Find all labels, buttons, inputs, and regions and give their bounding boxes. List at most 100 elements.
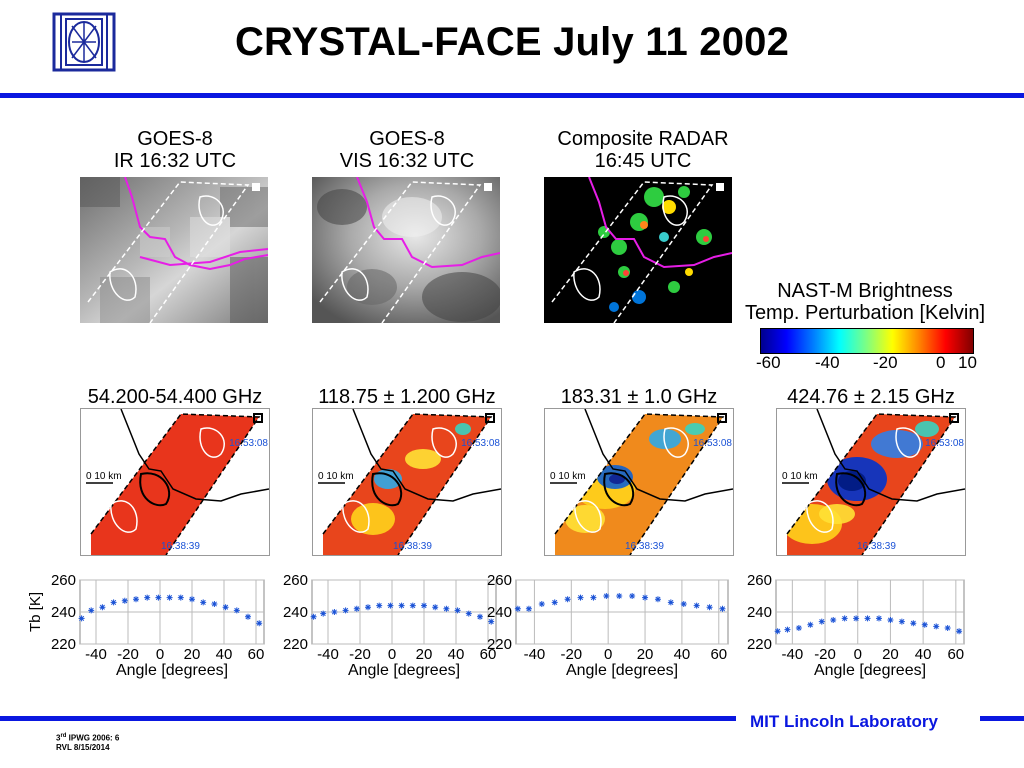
data-point bbox=[245, 613, 251, 620]
colorbar bbox=[760, 328, 974, 354]
data-point bbox=[693, 602, 700, 609]
y-tick-label: 220 bbox=[51, 636, 76, 653]
data-point bbox=[454, 607, 461, 614]
data-point bbox=[331, 609, 338, 615]
time-start-label: 16:38:39 bbox=[393, 541, 432, 552]
x-tick-label: 60 bbox=[947, 646, 964, 663]
data-point bbox=[830, 617, 837, 623]
data-point bbox=[443, 605, 450, 612]
x-tick-label: 0 bbox=[854, 646, 862, 663]
x-axis-label: Angle [degrees] bbox=[814, 662, 926, 679]
data-point bbox=[667, 599, 674, 606]
data-point bbox=[853, 615, 860, 622]
footer-divider bbox=[0, 716, 736, 721]
radar-title: Composite RADAR 16:45 UTC bbox=[557, 128, 729, 172]
time-start-label: 16:38:39 bbox=[857, 541, 896, 552]
x-tick-label: 0 bbox=[604, 646, 612, 663]
data-point bbox=[538, 601, 545, 607]
data-point bbox=[189, 596, 195, 603]
data-point bbox=[99, 604, 106, 611]
page-title: CRYSTAL-FACE July 11 2002 bbox=[234, 20, 790, 64]
x-tick-label: 60 bbox=[710, 646, 727, 663]
colorbar-ticks: -60 -40 -20 0 10 bbox=[756, 353, 977, 372]
data-point bbox=[477, 613, 483, 620]
data-point bbox=[603, 593, 610, 599]
x-axis-label: Angle [degrees] bbox=[348, 662, 460, 679]
channel-label-2: 118.75 ± 1.200 GHz bbox=[318, 386, 496, 408]
lincoln-lab-logo bbox=[52, 12, 116, 72]
data-point bbox=[795, 625, 802, 631]
time-end-label: 16:53:08 bbox=[693, 438, 732, 449]
data-point bbox=[784, 626, 791, 633]
header-divider bbox=[0, 93, 1024, 98]
time-end-label: 16:53:08 bbox=[925, 438, 964, 449]
channel-map-4: 0 10 km 16:53:08 16:38:39 bbox=[776, 408, 966, 556]
x-tick-label: -40 bbox=[85, 646, 107, 663]
data-point bbox=[807, 621, 814, 628]
x-tick-label: -20 bbox=[349, 646, 371, 663]
data-point bbox=[387, 602, 394, 609]
data-point bbox=[564, 596, 571, 603]
x-tick-label: 20 bbox=[416, 646, 433, 663]
data-point bbox=[910, 620, 917, 627]
data-point bbox=[465, 610, 472, 617]
data-point bbox=[133, 596, 139, 603]
y-tick-label: 260 bbox=[51, 572, 76, 589]
tb-chart-4: 260 240 220 -40 -20 0 20 40 60 Angle [degrees] bbox=[747, 572, 965, 679]
y-tick-label: 260 bbox=[487, 572, 512, 589]
data-point bbox=[200, 599, 207, 606]
channel-label-3: 183.31 ± 1.0 GHz bbox=[560, 386, 718, 408]
y-tick-label: 220 bbox=[487, 636, 512, 653]
y-tick-label: 220 bbox=[283, 636, 308, 653]
tb-chart-1: 260 240 220 -40 -20 0 20 40 60 Angle [degrees] Tb … bbox=[27, 572, 265, 679]
tb-chart-2: 260 240 220 -40 -20 0 20 40 60 Angle [degrees] bbox=[283, 572, 497, 679]
data-point bbox=[365, 604, 371, 611]
data-point bbox=[774, 628, 781, 635]
x-tick-label: 40 bbox=[216, 646, 233, 663]
channel-map-2: 0 10 km 16:53:08 16:38:39 bbox=[312, 408, 502, 556]
scale-bar-label: 0 10 km bbox=[86, 471, 122, 482]
data-point bbox=[898, 618, 905, 625]
data-point bbox=[144, 594, 151, 601]
x-tick-label: 20 bbox=[637, 646, 654, 663]
scale-bar-label: 0 10 km bbox=[782, 471, 818, 482]
data-point bbox=[680, 601, 687, 607]
data-point bbox=[166, 594, 173, 601]
x-axis-label: Angle [degrees] bbox=[116, 662, 228, 679]
colorbar-title: NAST-M Brightness Temp. Perturbation [Kel… bbox=[744, 280, 986, 324]
data-point bbox=[590, 594, 597, 601]
footer-date: RVL 8/15/2014 bbox=[56, 743, 110, 752]
goes-ir-image bbox=[80, 177, 268, 323]
time-start-label: 16:38:39 bbox=[161, 541, 200, 552]
goes-vis-image bbox=[312, 177, 500, 323]
data-point bbox=[222, 604, 229, 611]
footer-conference: 3rd IPWG 2006: 6 bbox=[56, 733, 120, 743]
channel-map-3: 0 10 km 16:53:08 16:38:39 bbox=[544, 408, 734, 556]
x-tick-label: 60 bbox=[248, 646, 265, 663]
data-point bbox=[933, 623, 940, 630]
data-point bbox=[432, 604, 439, 611]
x-tick-label: 20 bbox=[882, 646, 899, 663]
data-point bbox=[256, 620, 263, 627]
goes-ir-title: GOES-8 IR 16:32 UTC bbox=[113, 128, 237, 172]
data-point bbox=[110, 599, 117, 606]
y-tick-label: 240 bbox=[747, 604, 772, 621]
data-point bbox=[78, 615, 85, 622]
data-point bbox=[421, 602, 427, 609]
x-tick-label: 0 bbox=[156, 646, 164, 663]
data-point bbox=[177, 594, 184, 601]
x-tick-label: 40 bbox=[448, 646, 465, 663]
time-end-label: 16:53:08 bbox=[461, 438, 500, 449]
scale-bar-label: 0 10 km bbox=[318, 471, 354, 482]
channel-map-1: 0 10 km 16:53:08 16:38:39 bbox=[80, 408, 270, 556]
data-point bbox=[864, 615, 871, 622]
y-tick-label: 240 bbox=[487, 604, 512, 621]
data-point bbox=[841, 615, 848, 622]
data-point bbox=[642, 594, 649, 601]
data-point bbox=[320, 610, 327, 617]
data-point bbox=[398, 602, 405, 609]
footer-divider-right bbox=[980, 716, 1024, 721]
radar-image bbox=[544, 177, 732, 323]
scale-bar-label: 0 10 km bbox=[550, 471, 586, 482]
time-start-label: 16:38:39 bbox=[625, 541, 664, 552]
